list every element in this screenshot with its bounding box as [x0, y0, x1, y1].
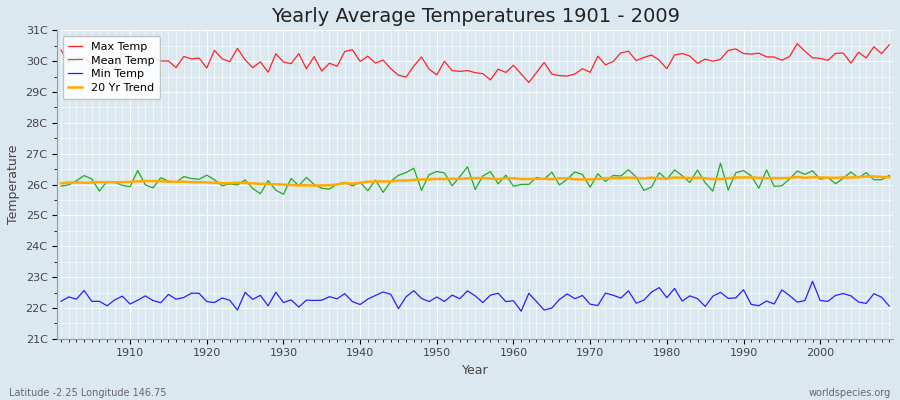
Min Temp [508, 298, 519, 303]
Max Temp [56, 48, 67, 52]
Max Temp [792, 41, 803, 46]
20 Yr Trend [868, 174, 879, 179]
Min Temp [56, 299, 67, 304]
Mean Temp [508, 184, 519, 189]
20 Yr Trend [56, 181, 67, 186]
Text: worldspecies.org: worldspecies.org [809, 388, 891, 398]
Mean Temp [117, 183, 128, 188]
Min Temp [807, 279, 818, 284]
Title: Yearly Average Temperatures 1901 - 2009: Yearly Average Temperatures 1901 - 2009 [271, 7, 680, 26]
Line: Mean Temp: Mean Temp [61, 163, 889, 194]
Mean Temp [293, 183, 304, 188]
Max Temp [524, 80, 535, 85]
Min Temp [285, 298, 296, 302]
X-axis label: Year: Year [462, 364, 489, 377]
Max Temp [332, 64, 343, 69]
Y-axis label: Temperature: Temperature [7, 145, 20, 224]
Max Temp [285, 61, 296, 66]
Mean Temp [56, 184, 67, 188]
Max Temp [500, 70, 511, 75]
Mean Temp [516, 182, 526, 187]
Mean Temp [884, 173, 895, 178]
20 Yr Trend [608, 175, 618, 180]
Min Temp [117, 294, 128, 298]
Max Temp [508, 63, 519, 68]
Min Temp [332, 296, 343, 301]
20 Yr Trend [516, 177, 526, 182]
Min Temp [884, 304, 895, 308]
Mean Temp [339, 180, 350, 185]
Mean Temp [716, 161, 726, 166]
Min Temp [500, 299, 511, 304]
Max Temp [884, 42, 895, 47]
Legend: Max Temp, Mean Temp, Min Temp, 20 Yr Trend: Max Temp, Mean Temp, Min Temp, 20 Yr Tre… [63, 36, 159, 99]
20 Yr Trend [285, 182, 296, 187]
Line: 20 Yr Trend: 20 Yr Trend [61, 176, 889, 186]
20 Yr Trend [339, 181, 350, 186]
20 Yr Trend [117, 180, 128, 184]
Text: Latitude -2.25 Longitude 146.75: Latitude -2.25 Longitude 146.75 [9, 388, 166, 398]
Max Temp [608, 59, 618, 64]
Line: Max Temp: Max Temp [61, 44, 889, 82]
Mean Temp [608, 173, 618, 178]
Max Temp [117, 52, 128, 56]
20 Yr Trend [884, 175, 895, 180]
20 Yr Trend [309, 183, 320, 188]
Min Temp [608, 293, 618, 298]
Line: Min Temp: Min Temp [61, 281, 889, 311]
Mean Temp [278, 192, 289, 197]
20 Yr Trend [508, 176, 519, 181]
Min Temp [516, 309, 526, 314]
